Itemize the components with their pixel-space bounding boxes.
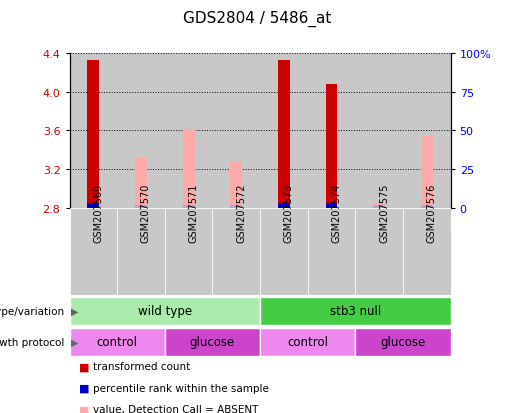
Bar (307, 209, 355, 295)
Text: wild type: wild type (138, 304, 192, 317)
Bar (260, 328, 355, 356)
Text: value, Detection Call = ABSENT: value, Detection Call = ABSENT (93, 404, 258, 413)
Text: ■: ■ (79, 361, 89, 371)
Bar (325, 204, 337, 209)
Bar (307, 54, 355, 209)
Bar (230, 206, 242, 209)
Text: glucose: glucose (190, 335, 235, 348)
Bar (260, 209, 308, 295)
Bar (325, 85, 337, 209)
Bar (212, 54, 260, 209)
Bar (70, 328, 165, 356)
Text: ▶: ▶ (71, 306, 78, 316)
Bar (230, 162, 242, 209)
Text: genotype/variation: genotype/variation (0, 306, 64, 316)
Bar (355, 209, 403, 295)
Text: control: control (97, 335, 138, 348)
Text: GSM207573: GSM207573 (284, 183, 294, 242)
Text: ■: ■ (79, 383, 89, 393)
Bar (117, 209, 165, 295)
Text: transformed count: transformed count (93, 361, 190, 371)
Bar (355, 328, 451, 356)
Bar (70, 54, 117, 209)
Bar (88, 60, 99, 209)
Text: ■: ■ (79, 404, 89, 413)
Text: ▶: ▶ (71, 337, 78, 347)
Bar (183, 129, 195, 209)
Text: GSM207569: GSM207569 (93, 183, 104, 242)
Bar (278, 60, 290, 209)
Bar (373, 205, 385, 209)
Text: GSM207574: GSM207574 (332, 183, 341, 242)
Bar (135, 206, 147, 209)
Bar (70, 297, 260, 325)
Text: GSM207572: GSM207572 (236, 183, 246, 242)
Text: control: control (287, 335, 328, 348)
Bar (135, 158, 147, 209)
Bar (165, 328, 260, 356)
Bar (70, 209, 117, 295)
Text: GSM207575: GSM207575 (379, 183, 389, 242)
Bar (260, 54, 308, 209)
Bar (421, 137, 433, 209)
Text: percentile rank within the sample: percentile rank within the sample (93, 383, 269, 393)
Bar (165, 54, 212, 209)
Bar (260, 297, 451, 325)
Bar (373, 206, 385, 209)
Bar (212, 209, 260, 295)
Bar (183, 206, 195, 209)
Text: GSM207576: GSM207576 (427, 183, 437, 242)
Bar (421, 206, 433, 209)
Text: GSM207571: GSM207571 (188, 183, 199, 242)
Text: growth protocol: growth protocol (0, 337, 64, 347)
Bar (403, 209, 451, 295)
Bar (278, 204, 290, 209)
Text: GSM207570: GSM207570 (141, 183, 151, 242)
Bar (355, 54, 403, 209)
Text: GDS2804 / 5486_at: GDS2804 / 5486_at (183, 10, 332, 27)
Text: stb3 null: stb3 null (330, 304, 381, 317)
Bar (403, 54, 451, 209)
Text: glucose: glucose (381, 335, 425, 348)
Bar (88, 204, 99, 209)
Bar (117, 54, 165, 209)
Bar (165, 209, 212, 295)
